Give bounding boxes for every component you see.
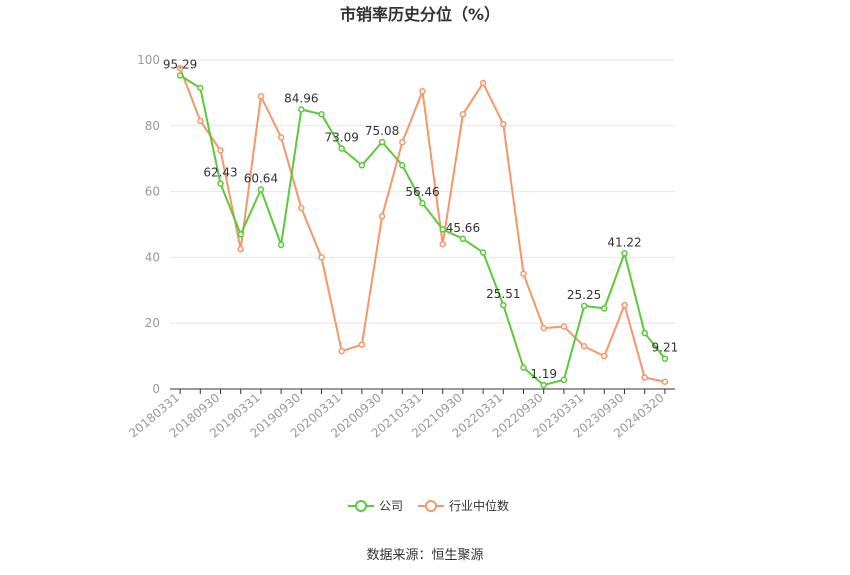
- data-label: 1.19: [530, 367, 557, 381]
- series-point-1: [419, 88, 426, 95]
- y-tick-label: 100: [137, 53, 160, 67]
- series-point-1: [500, 120, 507, 128]
- data-label: 45.66: [446, 221, 480, 235]
- series-point-0: [419, 199, 426, 207]
- data-label: 95.29: [163, 57, 197, 71]
- data-label: 25.51: [486, 287, 520, 301]
- y-axis: 0 20 40 60 80 100: [137, 53, 160, 396]
- series-point-1: [399, 139, 406, 146]
- legend[interactable]: 公司 行业中位数: [348, 498, 509, 513]
- series-point-1: [257, 92, 265, 100]
- series-point-0: [217, 180, 224, 187]
- series-point-0: [197, 84, 204, 92]
- series-point-1: [197, 117, 204, 125]
- series-point-0: [277, 241, 285, 249]
- series-point-1: [459, 111, 467, 118]
- series-point-1: [298, 204, 305, 212]
- series-point-0: [318, 111, 325, 118]
- series-point-0: [500, 301, 507, 309]
- y-tick-label: 40: [145, 250, 160, 264]
- series-point-0: [560, 376, 568, 384]
- series-point-0: [399, 162, 406, 169]
- series-point-1: [540, 324, 547, 332]
- series-point-1: [580, 342, 588, 350]
- series-point-1: [601, 352, 608, 360]
- series-group: [176, 64, 669, 389]
- series-line-0: [179, 74, 666, 387]
- legend-marker: [425, 500, 437, 512]
- series-point-0: [338, 145, 345, 152]
- data-labels: 95.29 62.43 60.64 84.96 73.09 75.08 56.46 45.66…: [163, 57, 678, 381]
- series-point-0: [621, 250, 628, 257]
- series-point-0: [298, 106, 305, 113]
- series-point-0: [540, 381, 547, 389]
- series-point-1: [277, 134, 285, 141]
- data-label: 75.08: [365, 124, 399, 138]
- legend-label: 公司: [379, 499, 403, 513]
- series-point-1: [560, 323, 568, 330]
- legend-marker: [355, 500, 367, 512]
- series-point-0: [439, 226, 446, 233]
- legend-label: 行业中位数: [449, 498, 509, 513]
- series-line-1: [179, 67, 666, 383]
- source-text: 数据来源：恒生聚源: [366, 548, 483, 563]
- data-label: 25.25: [567, 288, 601, 302]
- series-point-1: [641, 374, 648, 381]
- series-point-1: [520, 270, 527, 278]
- legend-item-1[interactable]: 行业中位数: [418, 498, 509, 513]
- series-point-1: [621, 301, 628, 309]
- grid-lines: [170, 59, 675, 324]
- data-label: 73.09: [325, 131, 359, 145]
- series-point-1: [439, 240, 446, 248]
- series-point-1: [176, 64, 184, 72]
- data-label: 62.43: [203, 166, 237, 180]
- y-tick-label: 0: [152, 382, 160, 396]
- data-label: 60.64: [244, 171, 278, 185]
- data-label: 41.22: [607, 235, 641, 249]
- series-point-0: [661, 355, 669, 362]
- series-point-1: [217, 147, 224, 154]
- series-point-0: [237, 231, 244, 238]
- series-point-0: [641, 329, 648, 337]
- chart-title: 市销率历史分位（%）: [340, 5, 500, 24]
- series-point-0: [378, 138, 386, 146]
- y-tick-label: 60: [145, 185, 160, 199]
- series-point-1: [338, 347, 345, 355]
- series-point-1: [358, 341, 366, 348]
- y-tick-label: 80: [145, 119, 160, 133]
- series-point-0: [580, 302, 588, 310]
- series-point-0: [459, 235, 467, 243]
- series-point-1: [479, 79, 487, 87]
- y-tick-label: 20: [145, 316, 160, 330]
- data-label: 56.46: [405, 185, 439, 199]
- x-axis: 2018033120180930201903312019093020200331…: [126, 388, 675, 441]
- data-label: 9.21: [652, 341, 679, 355]
- legend-item-0[interactable]: 公司: [348, 499, 403, 513]
- series-point-1: [378, 213, 386, 220]
- series-point-1: [661, 378, 669, 386]
- series-point-0: [520, 364, 527, 371]
- series-point-0: [479, 249, 487, 256]
- series-point-0: [358, 162, 366, 169]
- series-point-1: [237, 245, 244, 253]
- series-point-0: [176, 72, 184, 79]
- data-label: 84.96: [284, 91, 318, 105]
- series-point-0: [601, 305, 608, 312]
- series-point-1: [318, 254, 325, 261]
- series-point-0: [257, 186, 265, 193]
